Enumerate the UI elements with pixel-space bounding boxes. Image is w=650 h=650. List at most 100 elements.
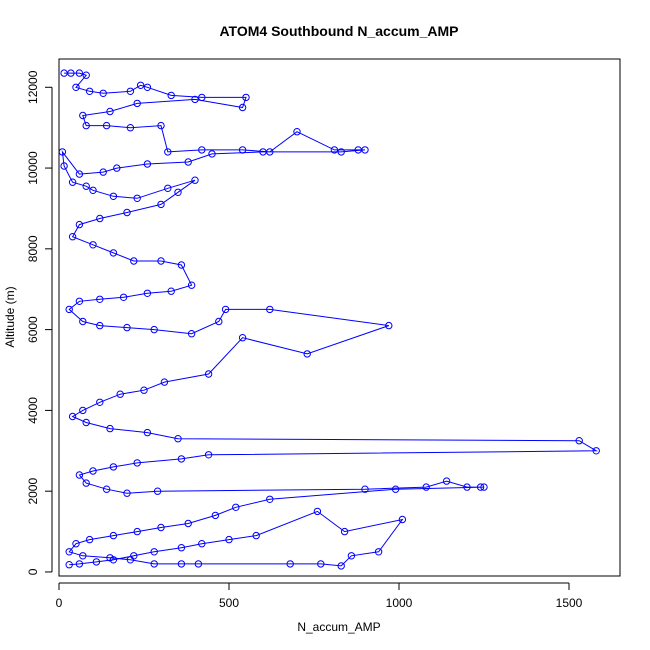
data-point bbox=[130, 257, 138, 265]
y-tick-label: 10000 bbox=[26, 151, 40, 185]
data-point bbox=[157, 121, 165, 130]
data-point bbox=[89, 241, 97, 249]
data-point bbox=[398, 515, 407, 524]
data-point bbox=[164, 148, 172, 156]
data-point bbox=[238, 103, 247, 112]
data-point bbox=[143, 83, 152, 92]
data-point bbox=[286, 560, 294, 568]
data-point bbox=[575, 437, 583, 445]
data-point bbox=[177, 544, 186, 552]
data-point bbox=[92, 558, 101, 566]
chart-title: ATOM4 Southbound N_accum_AMP bbox=[219, 23, 458, 39]
data-point bbox=[266, 305, 274, 314]
data-point bbox=[72, 540, 80, 548]
data-point bbox=[160, 378, 169, 386]
data-point bbox=[126, 124, 135, 132]
data-point bbox=[109, 192, 118, 201]
data-point bbox=[67, 69, 75, 77]
data-point bbox=[167, 287, 175, 295]
data-point bbox=[82, 182, 90, 190]
x-axis-label: N_accum_AMP bbox=[297, 620, 380, 634]
data-point bbox=[259, 148, 267, 156]
data-point bbox=[337, 148, 345, 156]
y-tick-label: 12000 bbox=[26, 70, 40, 104]
data-point bbox=[330, 146, 339, 154]
plot-frame bbox=[58, 58, 621, 577]
data-point bbox=[96, 398, 104, 406]
data-point bbox=[119, 293, 128, 301]
data-point bbox=[476, 483, 485, 491]
data-point bbox=[136, 81, 145, 90]
data-point bbox=[109, 556, 118, 564]
data-point bbox=[140, 386, 148, 394]
data-point bbox=[422, 483, 430, 491]
data-point bbox=[99, 89, 107, 98]
y-tick-label: 2000 bbox=[26, 478, 40, 505]
data-point bbox=[347, 552, 356, 560]
y-tick-label: 4000 bbox=[26, 397, 40, 424]
series-layer bbox=[58, 69, 600, 570]
data-point bbox=[65, 305, 73, 314]
data-point bbox=[187, 330, 196, 338]
data-point bbox=[143, 289, 152, 297]
data-point bbox=[65, 561, 73, 569]
data-point bbox=[442, 477, 451, 485]
y-tick-label: 0 bbox=[26, 568, 40, 575]
data-point bbox=[60, 162, 68, 170]
data-point bbox=[75, 69, 84, 77]
data-point bbox=[177, 455, 186, 463]
data-point bbox=[204, 370, 213, 378]
data-point bbox=[238, 146, 247, 154]
data-point bbox=[463, 483, 471, 491]
data-point bbox=[361, 485, 369, 493]
data-point bbox=[75, 220, 84, 229]
data-point bbox=[225, 535, 233, 544]
data-point bbox=[82, 71, 90, 79]
data-point bbox=[79, 317, 87, 326]
data-point bbox=[198, 146, 206, 154]
data-point bbox=[133, 99, 141, 108]
data-point bbox=[85, 535, 94, 544]
data-point bbox=[123, 208, 131, 217]
data-point bbox=[79, 552, 87, 560]
data-point bbox=[385, 321, 393, 330]
data-point bbox=[340, 527, 349, 536]
data-point bbox=[65, 548, 73, 556]
data-point bbox=[82, 418, 90, 427]
data-point bbox=[75, 297, 84, 305]
data-point bbox=[99, 168, 107, 176]
data-point bbox=[313, 507, 322, 516]
data-point bbox=[133, 527, 141, 536]
data-point bbox=[82, 479, 90, 487]
data-point bbox=[198, 93, 206, 102]
data-point bbox=[215, 317, 223, 326]
data-point bbox=[150, 548, 158, 556]
data-point bbox=[252, 531, 260, 540]
data-point bbox=[153, 487, 162, 495]
data-point bbox=[337, 562, 345, 570]
data-point bbox=[143, 428, 152, 437]
data-point bbox=[85, 87, 94, 96]
data-point bbox=[68, 412, 77, 421]
x-tick-label: 500 bbox=[219, 596, 239, 610]
data-point bbox=[123, 489, 131, 497]
data-point bbox=[208, 150, 216, 158]
data-point bbox=[164, 184, 172, 193]
data-point bbox=[157, 523, 165, 532]
data-point bbox=[72, 83, 80, 92]
data-point bbox=[150, 560, 158, 568]
data-point bbox=[96, 214, 104, 223]
data-point bbox=[238, 334, 247, 342]
data-point bbox=[102, 121, 111, 130]
data-point bbox=[82, 121, 90, 130]
data-point bbox=[75, 170, 84, 178]
data-point bbox=[157, 257, 165, 265]
data-point bbox=[194, 560, 203, 568]
x-tick-label: 1500 bbox=[556, 596, 583, 610]
x-axis: 0 500 1000 1500 bbox=[56, 582, 583, 610]
series-line bbox=[61, 72, 598, 567]
data-point bbox=[184, 158, 192, 166]
data-point bbox=[133, 459, 141, 467]
data-point bbox=[116, 390, 124, 398]
data-point bbox=[374, 548, 383, 556]
